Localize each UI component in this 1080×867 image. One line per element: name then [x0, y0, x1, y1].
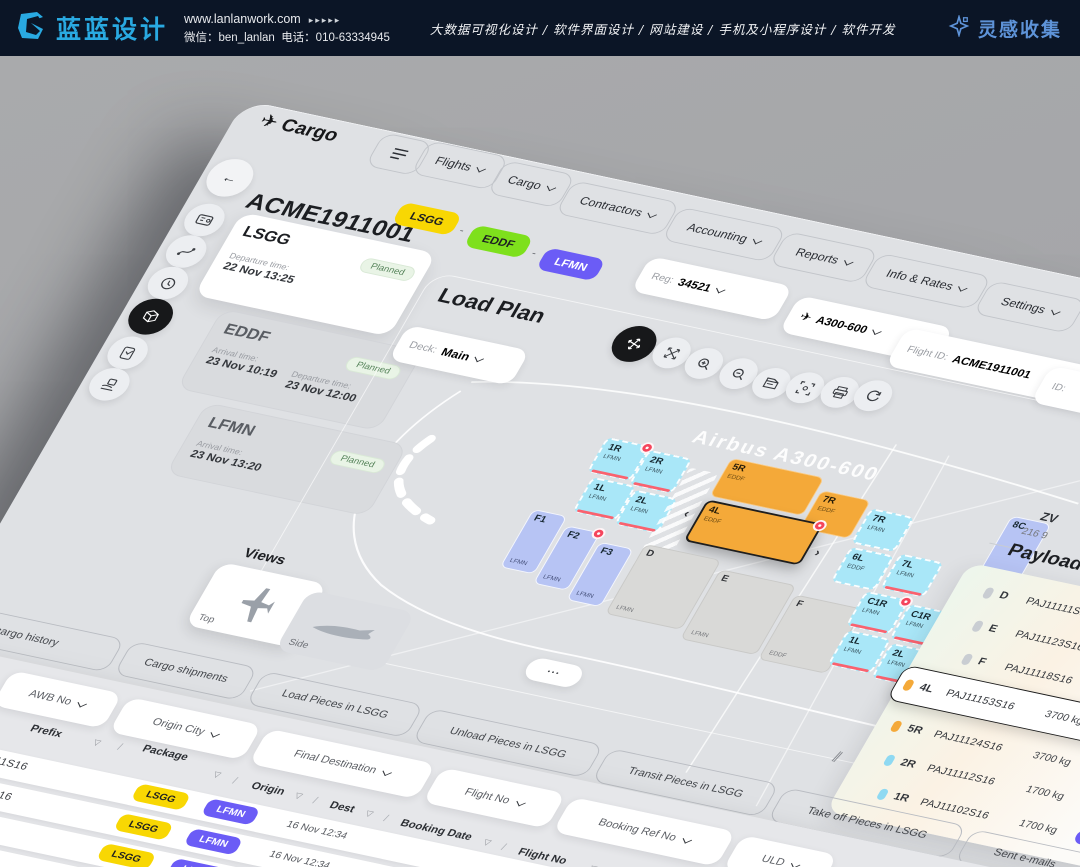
view-option-side[interactable]: Side — [274, 589, 416, 673]
chevron-down-icon — [515, 798, 526, 807]
phone-contact: 电话：010-63334945 — [281, 32, 390, 44]
chevron-down-icon — [790, 860, 801, 867]
back-arrow-icon: ← — [218, 169, 242, 187]
printer-icon — [832, 385, 848, 399]
chevron-down-icon — [871, 326, 882, 335]
dest-tag: LFMN — [1072, 828, 1080, 852]
chevron-down-icon — [77, 699, 88, 708]
status-dot — [970, 619, 985, 633]
status-dot — [960, 652, 975, 666]
print-button[interactable] — [814, 373, 866, 411]
fullscreen-button[interactable] — [779, 369, 831, 407]
book-icon — [762, 377, 779, 390]
route-icon — [176, 248, 196, 255]
clock-icon — [160, 277, 176, 289]
route-icon-button[interactable] — [159, 231, 214, 272]
banner-contact: www.lanlanwork.com ▸▸▸▸▸ 微信：ben_lanlan 电话… — [184, 9, 390, 48]
move-icon — [627, 338, 641, 350]
boarding-pass-icon-button[interactable] — [177, 200, 232, 240]
chevron-down-icon — [476, 164, 487, 173]
brand-logo-icon — [14, 9, 48, 48]
zoom-in-icon — [697, 358, 709, 370]
refresh-icon — [866, 390, 882, 401]
status-dot — [889, 719, 904, 733]
inspiration-collect[interactable]: 灵感收集 — [948, 13, 1062, 42]
wechat-contact: 微信：ben_lanlan — [184, 32, 275, 44]
mockup-stage: ✈ Cargo Flights Cargo Contractors Accoun… — [0, 56, 1080, 867]
pan-tool-button-active[interactable] — [604, 322, 665, 366]
chevron-down-icon — [474, 353, 484, 363]
services-list: 大数据可视化设计 / 软件界面设计 / 网站建设 / 手机及小程序设计 / 软件… — [429, 21, 896, 37]
boarding-pass-icon — [195, 214, 214, 226]
chevron-down-icon — [715, 285, 726, 294]
refresh-button[interactable] — [847, 377, 899, 415]
load-plan-icon-button-active[interactable] — [120, 295, 181, 339]
delivery-icon-button[interactable] — [82, 364, 137, 404]
plane-icon: ✈ — [797, 309, 815, 325]
package-icon — [142, 310, 159, 323]
chevron-down-icon — [210, 729, 221, 738]
chevron-down-icon — [752, 236, 763, 245]
status-dot — [901, 678, 916, 691]
history-icon-button[interactable] — [140, 263, 196, 303]
hamburger-icon — [389, 148, 409, 160]
arrows-decoration: ▸▸▸▸▸ — [308, 14, 342, 25]
site-url[interactable]: www.lanlanwork.com — [184, 11, 301, 26]
brand-name: 蓝蓝设计 — [56, 16, 169, 44]
hamburger-menu-button[interactable] — [364, 132, 434, 177]
hand-box-icon — [100, 378, 118, 391]
cargo-app-panel: ✈ Cargo Flights Cargo Contractors Accoun… — [0, 100, 1080, 867]
expand-arrows-icon — [663, 346, 681, 360]
site-banner: 蓝蓝设计 www.lanlanwork.com ▸▸▸▸▸ 微信：ben_lanl… — [0, 0, 1080, 56]
zoom-in-button[interactable] — [678, 344, 730, 383]
document-icon — [119, 346, 136, 360]
plane-side-view-icon — [312, 625, 375, 640]
chevron-down-icon — [382, 767, 393, 777]
status-dot — [882, 753, 897, 767]
sparkle-icon — [948, 13, 970, 42]
chevron-down-icon — [1050, 306, 1061, 316]
chevron-down-icon — [843, 257, 854, 266]
log-book-button[interactable] — [745, 364, 798, 402]
collect-label: 灵感收集 — [977, 18, 1062, 41]
chevron-down-icon — [958, 283, 968, 292]
status-dot — [875, 787, 890, 801]
documents-icon-button[interactable] — [100, 333, 155, 373]
chevron-down-icon — [546, 182, 557, 192]
fullscreen-icon — [794, 380, 816, 396]
zoom-out-icon — [732, 368, 744, 380]
view-option-top[interactable]: Top — [184, 561, 328, 648]
zoom-out-button[interactable] — [712, 355, 765, 393]
chevron-down-icon — [647, 210, 658, 219]
plane-top-view-icon — [241, 585, 275, 625]
status-dot — [981, 586, 996, 599]
free-move-button[interactable] — [645, 334, 698, 372]
dest-tag: LFMN — [200, 798, 261, 826]
chevron-down-icon — [682, 835, 692, 844]
